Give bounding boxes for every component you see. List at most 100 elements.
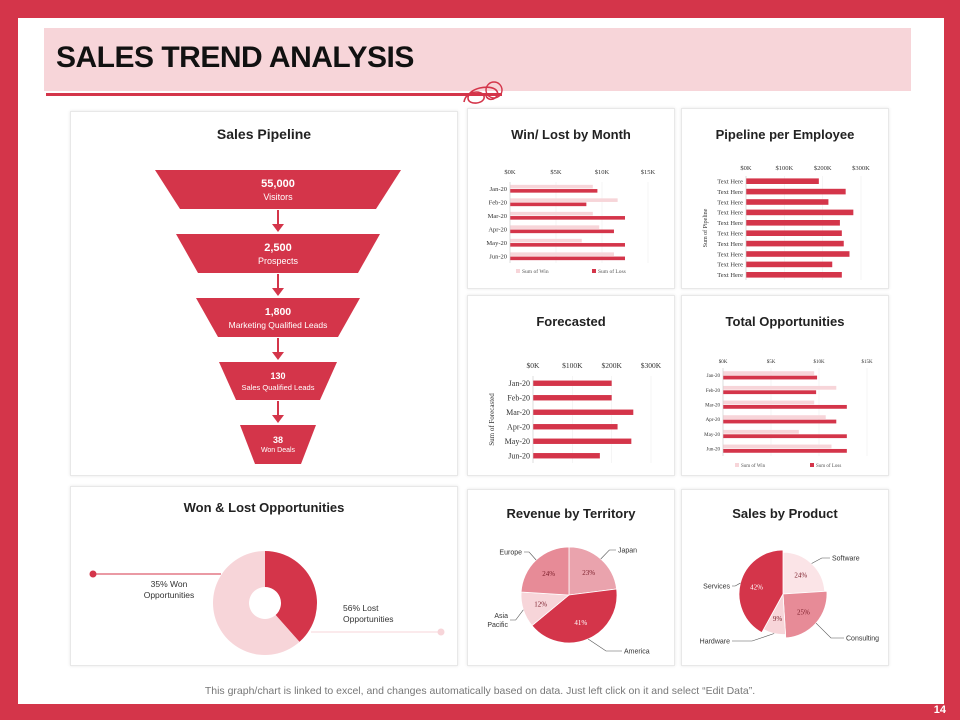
funnel-arrow: [272, 401, 284, 423]
bar-win: [723, 429, 799, 434]
y-tick-label: Text Here: [717, 251, 743, 258]
funnel-stage: 2,500 Prospects: [176, 234, 380, 273]
bar-loss: [723, 434, 847, 439]
bar-loss: [723, 375, 818, 380]
funnel-stage-value: 38: [272, 435, 283, 445]
y-tick-label: Text Here: [717, 199, 743, 206]
pipeline-employee-card: Pipeline per Employee $0K $100K $200K $300K…: [681, 108, 889, 289]
x-tick-label: $300K: [641, 361, 662, 370]
y-tick-label: Text Here: [717, 230, 743, 237]
y-tick-label: Jun-20: [508, 452, 530, 461]
pie-value-label: 23%: [582, 569, 595, 577]
pie-leader-line: [732, 633, 775, 642]
bar-loss: [723, 390, 817, 395]
pie-leader-line: [600, 549, 616, 560]
funnel-stage: 55,000 Visitors: [155, 170, 401, 209]
x-tick-label: $100K: [775, 165, 793, 172]
bar-win: [723, 444, 832, 449]
bar-win: [723, 400, 815, 405]
won-lost-opportunities-card: Won & Lost Opportunities 35% Won Opportun…: [70, 486, 458, 666]
page-number: 14: [933, 704, 946, 716]
bar-loss: [723, 448, 847, 453]
forecasted-title: Forecasted: [536, 314, 606, 329]
funnel-arrow: [272, 210, 284, 232]
legend-swatch: [592, 269, 596, 273]
y-tick-label: Apr-20: [706, 418, 721, 423]
y-tick-label: Apr-20: [507, 423, 530, 432]
bar-loss: [723, 419, 837, 424]
bar: [746, 188, 846, 195]
pie-value-label: 24%: [794, 572, 807, 580]
pie-value-label: 25%: [797, 609, 810, 617]
bar: [746, 272, 842, 278]
y-tick-label: May-20: [486, 240, 507, 247]
y-tick-label: Mar-20: [506, 408, 530, 417]
x-tick-label: $15K: [641, 169, 656, 176]
pie-leader-line: [524, 551, 537, 561]
pie-leader-line: [811, 557, 830, 564]
funnel-arrow: [272, 338, 284, 360]
funnel-stage-value: 55,000: [261, 177, 295, 190]
title-underline: [46, 93, 502, 96]
funnel-shape: [240, 425, 316, 464]
pie-value-label: 41%: [574, 619, 587, 627]
funnel-stage-value: 2,500: [264, 241, 292, 254]
pie-label: 56% Lost: [343, 603, 379, 613]
pie-label: Opportunities: [144, 590, 195, 600]
y-tick-label: Jan-20: [509, 379, 530, 388]
pie-category-label: Software: [832, 556, 860, 563]
funnel-stage: 1,800 Marketing Qualified Leads: [196, 298, 360, 337]
pie-leader-line: [587, 638, 622, 652]
ornament-icon: [463, 81, 503, 104]
funnel-stage-label: Visitors: [263, 191, 293, 202]
y-tick-label: Jun-20: [706, 447, 720, 452]
legend-swatch: [735, 463, 739, 467]
funnel-arrow: [272, 274, 284, 296]
bar-loss: [510, 202, 587, 207]
bar-loss: [510, 243, 625, 247]
y-tick-label: Text Here: [717, 178, 743, 185]
sales-product-card: Sales by Product 24% Software 25% Consultin…: [681, 489, 889, 666]
x-tick-label: $15K: [861, 360, 873, 365]
bar-win: [510, 238, 582, 243]
bar-loss: [510, 229, 614, 234]
bar: [533, 409, 634, 415]
revenue-territory-title: Revenue by Territory: [506, 506, 636, 521]
pie-leader-line: [732, 582, 741, 587]
donut-slice: [213, 551, 300, 655]
title-bar: [44, 28, 911, 91]
total-opportunities-chart: $0K $5K $10K $15K Jan-20 Feb-20 Mar-20 Apr-20 Ma…: [704, 360, 873, 469]
pie-leader-line: [510, 609, 524, 621]
pie-category-label: Europe: [499, 550, 522, 557]
legend-swatch: [810, 463, 814, 467]
bar-loss: [510, 256, 625, 261]
donut-slice: [265, 551, 317, 642]
win-lost-title: Win/ Lost by Month: [511, 127, 631, 142]
legend-swatch: [516, 269, 520, 273]
bar: [746, 240, 844, 247]
bar-win: [510, 198, 618, 202]
funnel-stage: 38 Won Deals: [240, 425, 316, 464]
bar-win: [510, 184, 593, 189]
pie-value-label: 24%: [542, 570, 555, 578]
pie-slice: [568, 546, 618, 596]
pie-category-label: Pacific: [487, 622, 508, 629]
legend-label: Sum of Win: [741, 464, 766, 469]
bar: [746, 261, 833, 268]
funnel-stage-label: Prospects: [257, 255, 299, 266]
footnote-text: This graph/chart is linked to excel, and…: [204, 685, 756, 697]
legend-label: Sum of Win: [522, 268, 549, 275]
x-tick-label: $5K: [550, 169, 562, 176]
leader-dot: [89, 570, 97, 578]
legend-label: Sum of Loss: [816, 464, 841, 469]
bar: [746, 220, 840, 226]
bar: [746, 178, 819, 184]
funnel-shape: [219, 362, 337, 400]
x-tick-label: $0K: [504, 169, 516, 176]
y-tick-label: Jun-20: [489, 254, 507, 261]
y-tick-label: Jan-20: [707, 374, 721, 379]
y-tick-label: Mar-20: [705, 403, 720, 408]
y-tick-label: Text Here: [717, 272, 743, 279]
bar: [746, 251, 850, 257]
